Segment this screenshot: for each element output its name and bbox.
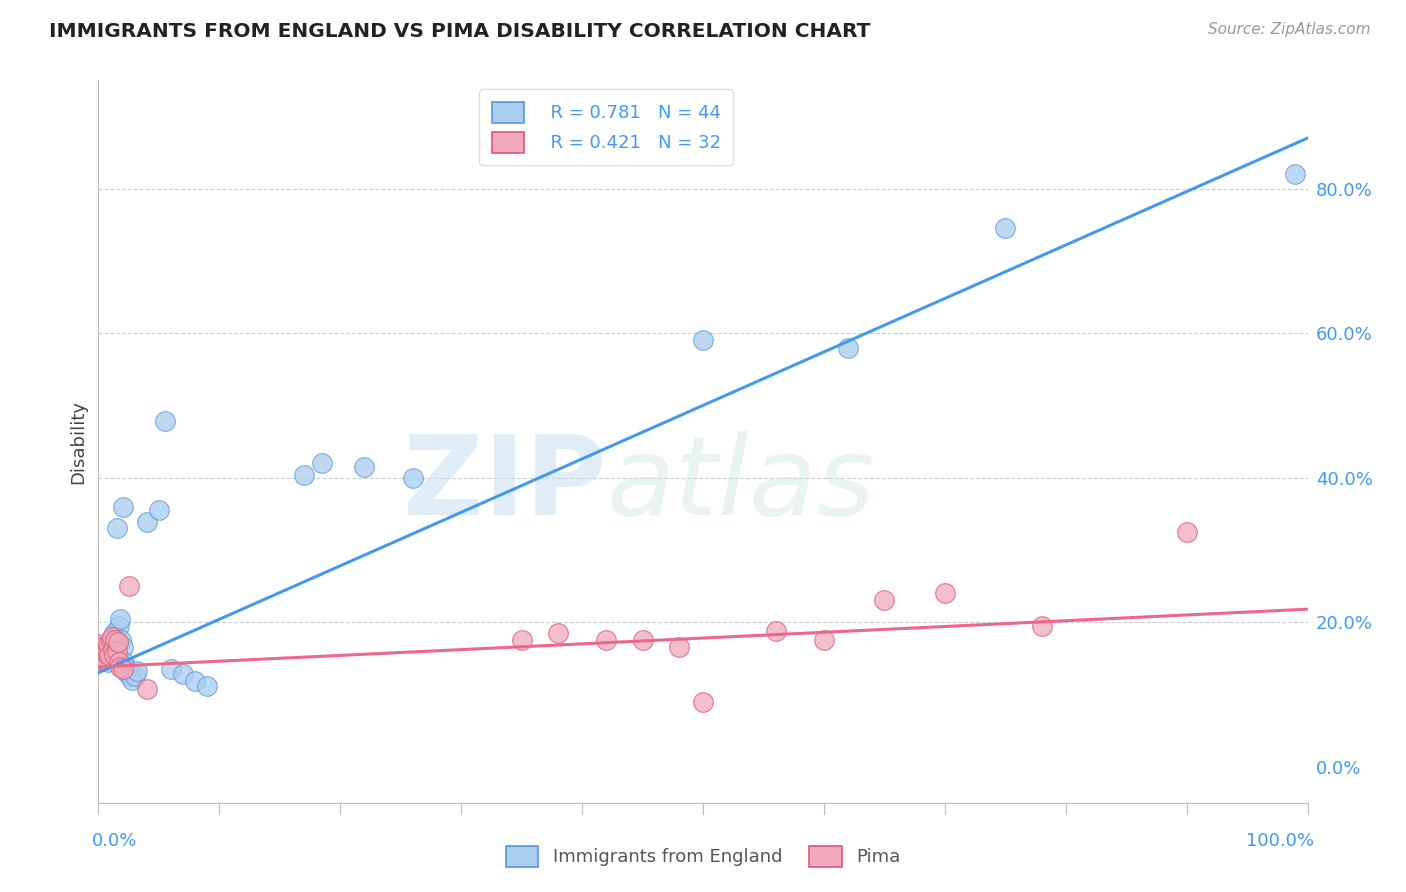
Point [184, 674, 207, 689]
Point [91, 649, 114, 664]
Point [135, 681, 157, 696]
Point [105, 648, 128, 662]
Point [110, 633, 132, 648]
Point [172, 667, 194, 681]
Point [100, 640, 122, 655]
Point [292, 468, 315, 483]
Point [93, 653, 115, 667]
Point [813, 633, 835, 648]
Point [97, 655, 120, 669]
Point [108, 660, 131, 674]
Point [108, 655, 131, 669]
Point [96, 642, 118, 657]
Legend:   R = 0.781   N = 44,   R = 0.421   N = 32: R = 0.781 N = 44, R = 0.421 N = 32 [479, 89, 734, 165]
Point [103, 648, 125, 662]
Point [90, 653, 112, 667]
Point [668, 640, 690, 655]
Point [93, 646, 115, 660]
Point [108, 619, 131, 633]
Point [111, 500, 134, 514]
Point [135, 516, 157, 530]
Point [87, 637, 110, 651]
Point [994, 221, 1017, 235]
Point [97, 637, 120, 651]
Text: 0.0%: 0.0% [93, 831, 138, 850]
Point [765, 624, 787, 638]
Point [153, 414, 176, 428]
Point [118, 669, 141, 683]
Point [101, 633, 124, 648]
Point [692, 695, 714, 709]
Point [107, 638, 129, 652]
Text: ZIP: ZIP [404, 432, 606, 539]
Point [934, 586, 956, 600]
Point [105, 521, 128, 535]
Point [100, 633, 122, 648]
Point [112, 655, 135, 669]
Point [114, 660, 136, 674]
Point [94, 641, 117, 656]
Point [94, 646, 117, 660]
Point [353, 459, 375, 474]
Point [124, 669, 146, 683]
Point [98, 648, 121, 662]
Point [547, 626, 569, 640]
Point [101, 642, 124, 657]
Point [692, 334, 714, 348]
Point [160, 662, 183, 676]
Point [837, 341, 859, 355]
Point [311, 456, 333, 470]
Point [117, 665, 139, 680]
Point [873, 593, 896, 607]
Point [105, 644, 128, 658]
Text: Source: ZipAtlas.com: Source: ZipAtlas.com [1208, 22, 1371, 37]
Point [118, 579, 141, 593]
Point [1284, 167, 1306, 181]
Text: IMMIGRANTS FROM ENGLAND VS PIMA DISABILITY CORRELATION CHART: IMMIGRANTS FROM ENGLAND VS PIMA DISABILI… [49, 22, 870, 41]
Point [127, 665, 149, 679]
Point [631, 633, 654, 648]
Point [121, 673, 143, 687]
Point [195, 679, 218, 693]
Point [595, 633, 617, 648]
Point [98, 651, 121, 665]
Text: atlas: atlas [606, 432, 875, 539]
Point [91, 651, 114, 665]
Point [1175, 524, 1198, 539]
Point [148, 503, 170, 517]
Point [510, 633, 533, 648]
Point [111, 640, 134, 655]
Point [104, 644, 127, 658]
Point [1031, 619, 1053, 633]
Point [87, 648, 110, 662]
Point [108, 611, 131, 625]
Point [91, 644, 114, 658]
Point [402, 471, 425, 485]
Point [100, 637, 122, 651]
Point [104, 633, 127, 648]
Legend: Immigrants from England, Pima: Immigrants from England, Pima [498, 838, 908, 874]
Point [103, 626, 125, 640]
Point [107, 635, 129, 649]
Point [96, 648, 118, 662]
Point [100, 630, 122, 644]
Point [111, 662, 134, 676]
Point [90, 640, 112, 655]
Y-axis label: Disability: Disability [69, 400, 87, 483]
Text: 100.0%: 100.0% [1246, 831, 1313, 850]
